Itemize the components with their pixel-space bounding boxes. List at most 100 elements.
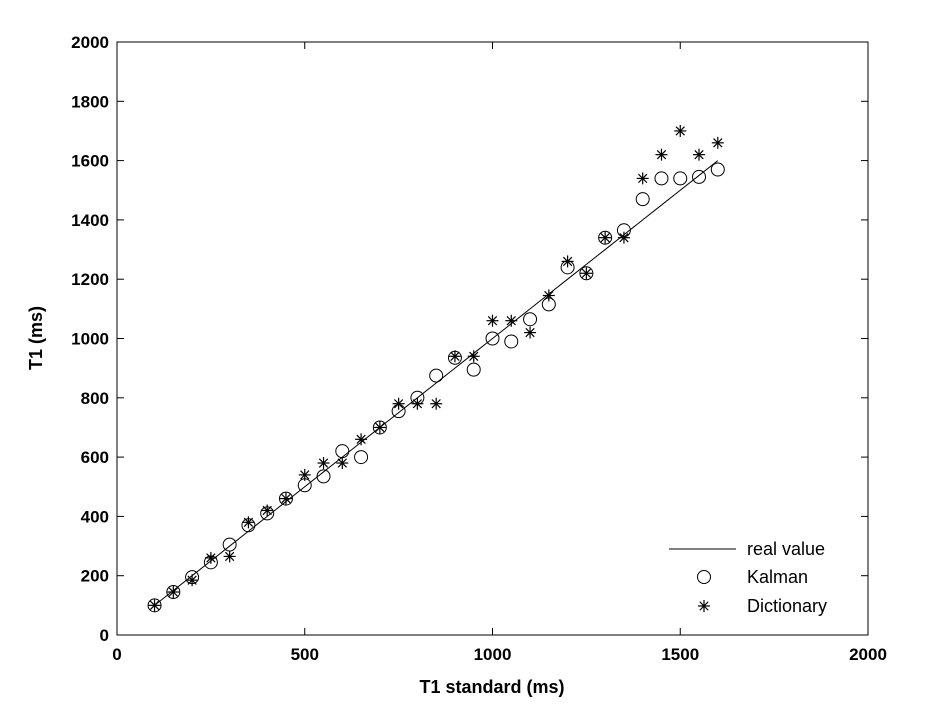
dictionary-point: [242, 516, 255, 529]
dictionary-point: [317, 457, 330, 470]
dictionary-point: [186, 574, 199, 587]
kalman-point: [316, 469, 331, 484]
x-tick-label: 1500: [661, 645, 699, 664]
dictionary-point: [204, 551, 217, 564]
asterisk-stroke: [393, 399, 404, 409]
dictionary-point: [148, 599, 161, 612]
dictionary-point: [711, 136, 724, 149]
y-axis-label: T1 (ms): [26, 306, 46, 370]
kalman-point: [166, 585, 181, 600]
asterisk-stroke: [431, 399, 441, 409]
asterisk-stroke: [487, 316, 498, 326]
series-layer: [147, 124, 725, 613]
legend-label-real-value: real value: [747, 539, 825, 559]
dictionary-point: [411, 397, 424, 410]
dictionary-point: [693, 148, 706, 161]
y-tick-label: 0: [100, 626, 109, 645]
x-tick-label: 500: [291, 645, 319, 664]
asterisk-stroke: [581, 268, 592, 278]
dictionary-point: [430, 397, 443, 410]
asterisk-stroke: [318, 458, 329, 468]
dictionary-point: [279, 492, 292, 505]
dictionary-point: [524, 326, 537, 339]
dictionary-point: [298, 468, 311, 481]
asterisk-stroke: [600, 233, 610, 243]
dictionary-point: [392, 397, 405, 410]
kalman-point: [354, 450, 369, 465]
legend-asterisk-swatch: [698, 600, 710, 612]
y-tick-label: 200: [81, 567, 109, 586]
legend-label-kalman: Kalman: [747, 567, 808, 587]
asterisk-stroke: [375, 422, 385, 433]
y-axis-ticks: 0 200 400 600 800 1000 1200 1400 1600 1800 2000: [71, 33, 868, 645]
dictionary-point: [167, 586, 180, 599]
dictionary-point: [373, 421, 386, 434]
x-axis-label: T1 standard (ms): [419, 677, 564, 697]
legend-asterisk-mark: [698, 600, 710, 612]
x-tick-label: 0: [112, 645, 121, 664]
y-tick-label: 1200: [71, 270, 109, 289]
kalman-point: [147, 598, 162, 613]
asterisk-stroke: [506, 316, 516, 326]
y-tick-label: 1400: [71, 211, 109, 230]
asterisk-stroke: [699, 601, 709, 611]
asterisk-stroke: [525, 327, 535, 338]
dictionary-point: [599, 231, 612, 244]
dictionary-point: [617, 231, 630, 244]
kalman-point: [278, 491, 293, 506]
kalman-point: [654, 171, 669, 186]
dictionary-point: [505, 314, 518, 327]
kalman-point: [372, 420, 387, 435]
dictionary-point: [655, 148, 668, 161]
kalman-point: [598, 230, 613, 245]
asterisk-stroke: [544, 290, 554, 301]
asterisk-stroke: [469, 351, 479, 361]
y-tick-label: 1600: [71, 152, 109, 171]
kalman-point: [710, 162, 725, 177]
dictionary-point: [636, 172, 649, 185]
asterisk-stroke: [412, 399, 423, 409]
asterisk-stroke: [149, 600, 160, 611]
asterisk-stroke: [450, 351, 460, 361]
dictionary-point: [467, 350, 480, 363]
asterisk-stroke: [262, 505, 272, 516]
legend-label-dictionary: Dictionary: [747, 596, 827, 616]
asterisk-stroke: [619, 233, 629, 243]
asterisk-stroke: [562, 256, 573, 267]
asterisk-stroke: [300, 470, 310, 480]
asterisk-stroke: [243, 517, 254, 527]
dictionary-point: [580, 267, 593, 280]
asterisk-stroke: [638, 173, 648, 184]
kalman-point: [579, 266, 594, 281]
dictionary-point: [448, 350, 461, 363]
x-tick-label: 1000: [474, 645, 512, 664]
dictionary-point: [486, 314, 499, 327]
x-axis-ticks: 0 500 1000 1500 2000: [112, 42, 887, 664]
legend-circle-swatch: [697, 570, 711, 584]
dictionary-point: [223, 550, 236, 563]
kalman-point: [466, 362, 481, 377]
y-tick-label: 2000: [71, 33, 109, 52]
kalman-point: [692, 169, 707, 184]
asterisk-stroke: [206, 553, 216, 563]
asterisk-stroke: [694, 150, 704, 160]
x-tick-label: 2000: [849, 645, 887, 664]
asterisk-stroke: [356, 434, 366, 444]
y-tick-label: 1800: [71, 92, 109, 111]
kalman-point: [485, 331, 500, 346]
asterisk-stroke: [224, 551, 235, 562]
kalman-point: [504, 334, 519, 349]
dictionary-point: [561, 255, 574, 268]
asterisk-stroke: [713, 138, 723, 148]
asterisk-stroke: [656, 150, 667, 160]
kalman-point: [429, 368, 444, 383]
dictionary-point: [336, 457, 349, 470]
asterisk-stroke: [281, 493, 291, 504]
y-tick-label: 600: [81, 448, 109, 467]
legend: real value Kalman Dictionary: [669, 539, 827, 616]
y-tick-label: 400: [81, 507, 109, 526]
dictionary-point: [261, 504, 274, 517]
dictionary-point: [542, 289, 555, 302]
y-tick-label: 1000: [71, 330, 109, 349]
y-tick-label: 800: [81, 389, 109, 408]
